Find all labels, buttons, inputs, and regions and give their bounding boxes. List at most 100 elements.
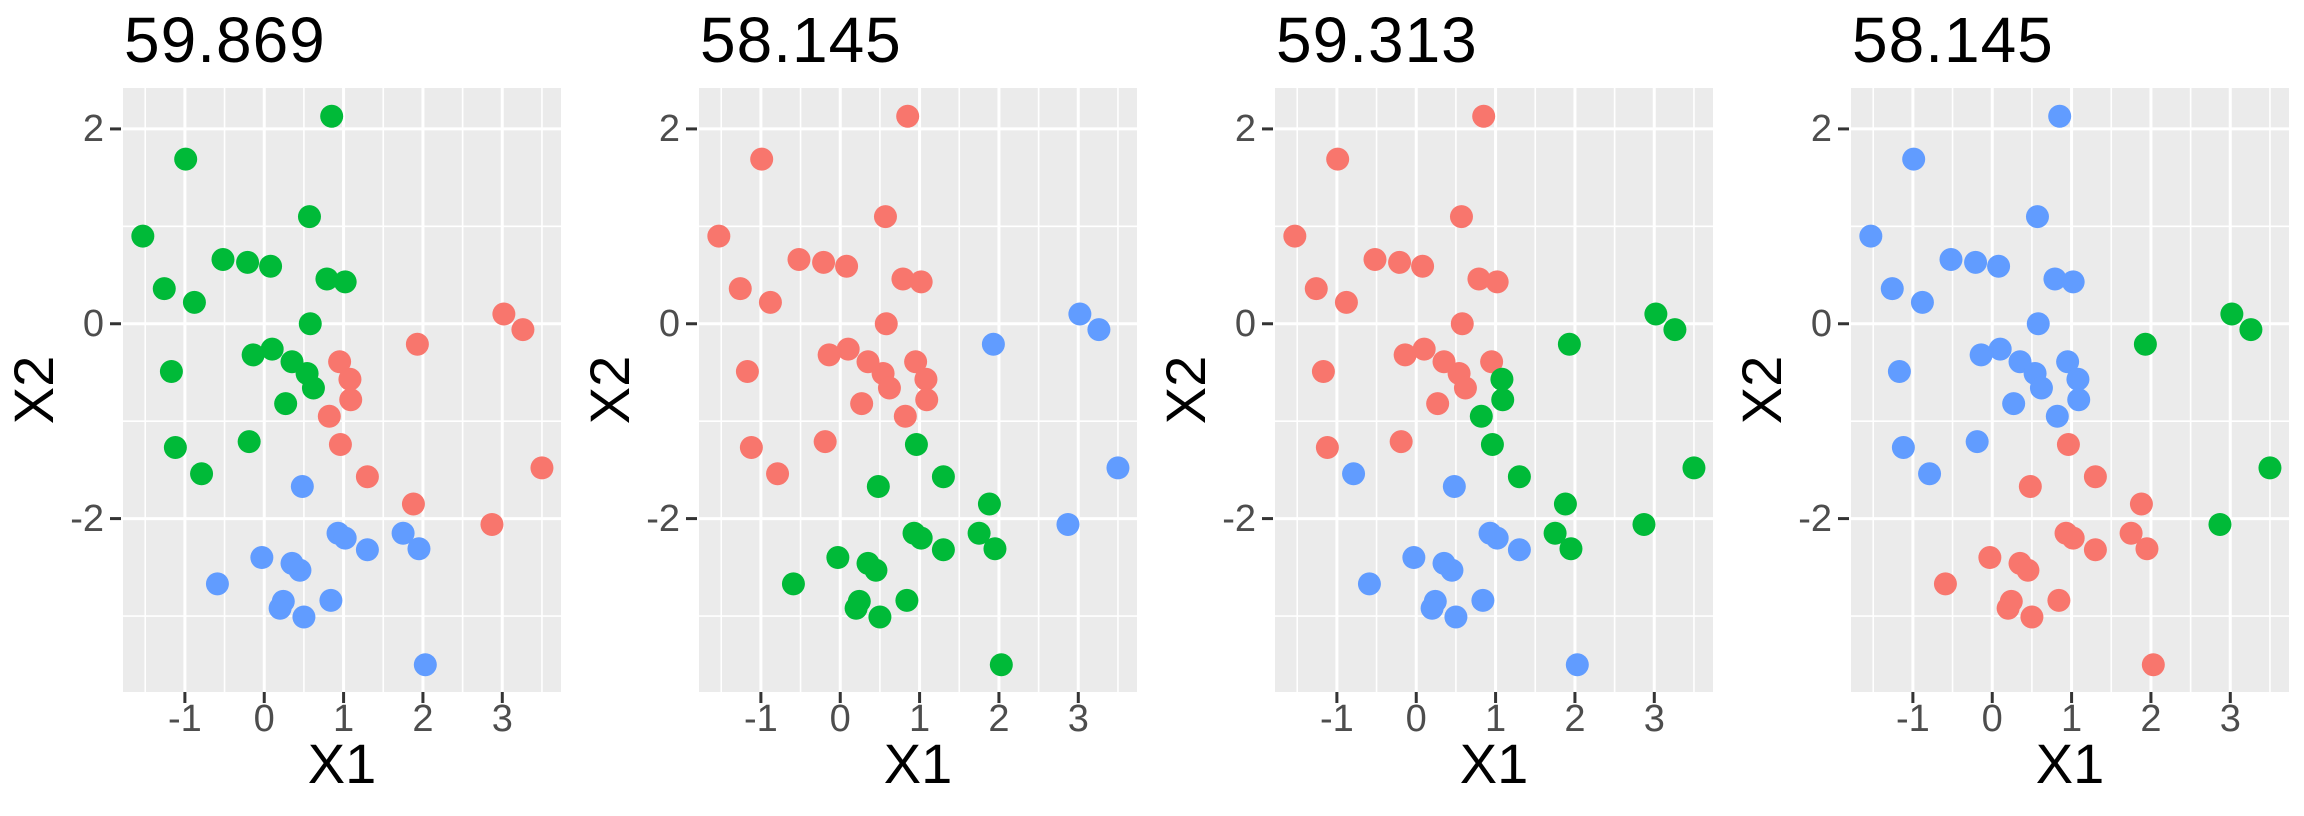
data-point [1939, 247, 1963, 271]
data-point [891, 267, 915, 291]
y-tick-label: 2 [658, 107, 680, 150]
data-point [2002, 392, 2026, 416]
x-tick-label: 2 [1564, 698, 1586, 740]
data-point [983, 537, 1007, 561]
data-point [1311, 359, 1335, 383]
data-point [339, 388, 363, 412]
y-tick-label: 2 [1810, 107, 1832, 150]
data-point [1469, 404, 1493, 428]
data-point [2016, 558, 2040, 582]
data-point [2045, 404, 2069, 428]
data-point [1988, 337, 2012, 361]
data-point [2135, 537, 2159, 561]
data-point [317, 404, 341, 428]
data-point [2061, 526, 2085, 550]
data-point [989, 653, 1013, 677]
data-point [836, 337, 860, 361]
data-point [873, 205, 897, 229]
data-point [931, 465, 955, 489]
data-point [182, 290, 206, 314]
data-point [301, 376, 325, 400]
data-point [298, 312, 322, 336]
data-point [1978, 546, 2002, 570]
data-point [319, 588, 343, 612]
x-tick-label: -1 [1319, 698, 1354, 740]
data-point [2208, 512, 2232, 536]
y-tick-label: 0 [658, 302, 680, 345]
data-point [530, 456, 554, 480]
data-point [868, 605, 892, 629]
x-tick-label: 3 [1067, 698, 1089, 740]
x-tick-label: 1 [1485, 698, 1507, 740]
data-point [1969, 343, 1993, 367]
data-point [1471, 588, 1495, 612]
data-point [1891, 435, 1915, 459]
data-point [355, 465, 379, 489]
data-point [1467, 267, 1491, 291]
data-point [1412, 337, 1436, 361]
data-point [268, 596, 292, 620]
data-point [315, 267, 339, 291]
data-point [2220, 302, 2244, 326]
panel-background [1851, 88, 2289, 692]
data-point [1987, 254, 2011, 278]
data-point [1507, 465, 1531, 489]
x-axis-label: X1 [2035, 732, 2105, 795]
data-point [914, 367, 938, 391]
tick-marks [1838, 127, 2232, 703]
data-point [1964, 250, 1988, 274]
tick-marks [1262, 127, 1656, 703]
data-point [1393, 343, 1417, 367]
data-point [967, 521, 991, 545]
plot-title: 59.313 [1276, 4, 1478, 76]
x-tick-label: -1 [743, 698, 778, 740]
x-tick-label: 2 [412, 698, 434, 740]
data-point [1965, 430, 1989, 454]
data-points [707, 104, 1130, 677]
plot-panel [110, 88, 561, 703]
data-point [735, 359, 759, 383]
data-point [401, 492, 425, 516]
data-points [1283, 104, 1706, 677]
data-point [904, 433, 928, 457]
data-point [1283, 224, 1307, 248]
panel-background [1275, 88, 1713, 692]
data-point [1887, 359, 1911, 383]
data-point [866, 474, 890, 498]
data-point [2029, 376, 2053, 400]
data-point [2066, 367, 2090, 391]
data-point [707, 224, 731, 248]
data-point [2133, 332, 2157, 356]
plot-title: 59.869 [124, 4, 326, 76]
y-tick-label: -2 [646, 497, 680, 540]
data-point [407, 537, 431, 561]
data-point [2018, 474, 2042, 498]
data-point [320, 104, 344, 128]
data-point [1902, 147, 1926, 171]
data-point [739, 435, 763, 459]
y-tick-label: -2 [1222, 497, 1256, 540]
data-point [241, 343, 265, 367]
data-point [297, 205, 321, 229]
x-tick-label: -1 [1895, 698, 1930, 740]
data-point [2083, 465, 2107, 489]
data-point [1304, 277, 1328, 301]
data-point [1326, 147, 1350, 171]
data-point [1442, 474, 1466, 498]
x-tick-label: 0 [1981, 698, 2003, 740]
data-point [290, 474, 314, 498]
data-point [159, 359, 183, 383]
data-point [2026, 312, 2050, 336]
data-point [1480, 350, 1504, 374]
data-point [2043, 267, 2067, 291]
data-points [131, 104, 554, 677]
data-point [1663, 318, 1687, 342]
data-point [237, 430, 261, 454]
data-point [909, 270, 933, 294]
tick-marks [686, 127, 1080, 703]
data-point [174, 147, 198, 171]
data-point [338, 367, 362, 391]
data-point [259, 254, 283, 278]
x-tick-label: 2 [988, 698, 1010, 740]
data-point [2056, 350, 2080, 374]
